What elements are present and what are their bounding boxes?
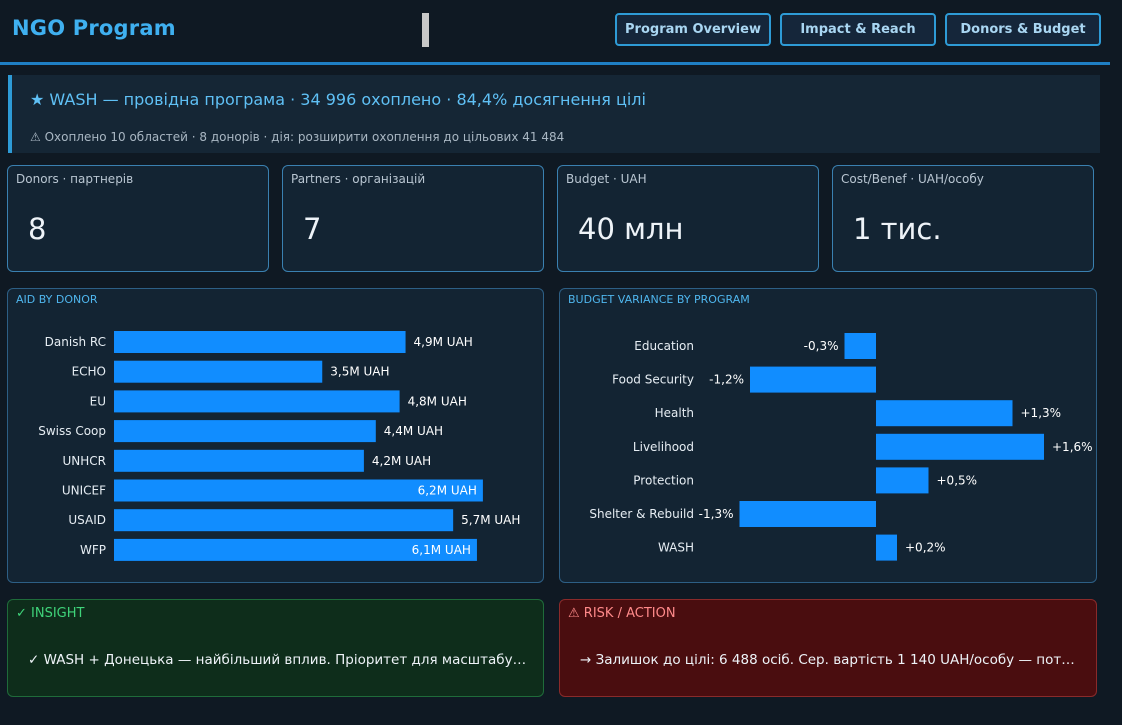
donor-bar <box>114 390 400 413</box>
nav-donors-budget-button[interactable]: Donors & Budget <box>945 13 1101 46</box>
text-cursor <box>422 13 429 47</box>
donor-bar <box>114 420 376 443</box>
donor-value-label: 3,5M UAH <box>330 365 389 379</box>
insight-title: ✓ INSIGHT <box>16 606 85 621</box>
donor-bar <box>114 449 364 472</box>
panel-title: BUDGET VARIANCE BY PROGRAM <box>568 293 750 306</box>
kpi-card-cost-per-beneficiary: Cost/Benef · UAH/особу 1 тис. <box>832 165 1094 272</box>
banner-subtext: ⚠ Охоплено 10 областей · 8 донорів · дія… <box>30 130 565 144</box>
donor-category-label: UNHCR <box>63 454 107 468</box>
program-category-label: Livelihood <box>633 440 694 454</box>
kpi-label: Budget · UAH <box>566 172 647 186</box>
donor-bar <box>114 331 406 353</box>
donor-value-label: 4,8M UAH <box>408 394 467 408</box>
kpi-value: 1 тис. <box>853 212 942 246</box>
variance-value-label: +0,5% <box>937 473 978 487</box>
donor-category-label: ECHO <box>72 365 106 379</box>
variance-bar <box>876 534 897 561</box>
kpi-value: 7 <box>303 212 322 246</box>
variance-value-label: -1,3% <box>699 507 734 521</box>
donor-category-label: Swiss Coop <box>38 424 106 438</box>
aid-by-donor-panel: AID BY DONOR Danish RC 4,9M UAH ECHO 3,5M U… <box>7 288 544 583</box>
variance-bar <box>739 501 876 527</box>
variance-bar <box>876 433 1044 460</box>
donor-value-label: 6,2M UAH <box>418 484 477 498</box>
variance-bar <box>844 333 876 359</box>
donor-value-label: 4,4M UAH <box>384 424 443 438</box>
app-title: NGO Program <box>12 16 176 40</box>
nav-impact-reach-button[interactable]: Impact & Reach <box>780 13 936 46</box>
donor-category-label: USAID <box>68 513 106 527</box>
donor-bar <box>114 538 477 561</box>
insight-card: ✓ INSIGHT ✓ WASH + Донецька — найбільший… <box>7 599 544 697</box>
program-category-label: Food Security <box>612 373 694 387</box>
variance-value-label: -1,2% <box>709 373 744 387</box>
budget-variance-chart: Education -0,3% Food Security -1,2% Health +1… <box>589 333 1093 561</box>
donor-category-label: Danish RC <box>45 335 106 349</box>
variance-bar <box>876 467 929 494</box>
header: NGO Program Program Overview Impact & Re… <box>0 0 1122 62</box>
program-category-label: Education <box>634 339 694 353</box>
panel-title: AID BY DONOR <box>16 293 98 306</box>
donor-bar <box>114 479 483 502</box>
donor-bar <box>114 360 323 383</box>
donor-category-label: UNICEF <box>62 484 106 498</box>
program-category-label: Health <box>655 406 694 420</box>
donor-bar <box>114 509 454 532</box>
kpi-card-donors: Donors · партнерів 8 <box>7 165 269 272</box>
donor-value-label: 4,2M UAH <box>372 454 431 468</box>
program-category-label: Protection <box>633 473 694 487</box>
donor-category-label: EU <box>90 394 106 408</box>
aid-by-donor-chart: Danish RC 4,9M UAH ECHO 3,5M UAH EU 4,8M UAH S… <box>38 331 520 561</box>
kpi-value: 8 <box>28 212 47 246</box>
summary-banner: ★ WASH — провідна програма · 34 996 охоп… <box>8 75 1100 153</box>
risk-card: ⚠ RISK / ACTION → Залишок до цілі: 6 488… <box>559 599 1097 697</box>
program-category-label: WASH <box>658 541 694 555</box>
risk-title: ⚠ RISK / ACTION <box>568 606 676 621</box>
nav-program-overview-button[interactable]: Program Overview <box>615 13 771 46</box>
kpi-label: Partners · організацій <box>291 172 426 186</box>
variance-value-label: -0,3% <box>804 339 839 353</box>
variance-bar <box>876 400 1013 427</box>
kpi-card-budget: Budget · UAH 40 млн <box>557 165 819 272</box>
donor-value-label: 4,9M UAH <box>414 335 473 349</box>
donor-value-label: 6,1M UAH <box>412 543 471 557</box>
kpi-card-partners: Partners · організацій 7 <box>282 165 544 272</box>
kpi-label: Donors · партнерів <box>16 172 134 186</box>
variance-value-label: +1,6% <box>1052 440 1093 454</box>
variance-value-label: +1,3% <box>1021 406 1062 420</box>
header-divider <box>0 62 1110 65</box>
kpi-label: Cost/Benef · UAH/особу <box>841 172 984 186</box>
variance-value-label: +0,2% <box>905 541 946 555</box>
budget-variance-panel: BUDGET VARIANCE BY PROGRAM Education -0,3… <box>559 288 1097 583</box>
donor-category-label: WFP <box>80 543 106 557</box>
insight-text: ✓ WASH + Донецька — найбільший вплив. Пр… <box>28 652 528 668</box>
donor-value-label: 5,7M UAH <box>461 513 520 527</box>
variance-bar <box>750 366 876 393</box>
program-category-label: Shelter & Rebuild <box>589 507 694 521</box>
kpi-value: 40 млн <box>578 212 684 246</box>
banner-headline: ★ WASH — провідна програма · 34 996 охоп… <box>30 90 646 109</box>
risk-text: → Залишок до цілі: 6 488 осіб. Сер. варт… <box>580 652 1075 668</box>
